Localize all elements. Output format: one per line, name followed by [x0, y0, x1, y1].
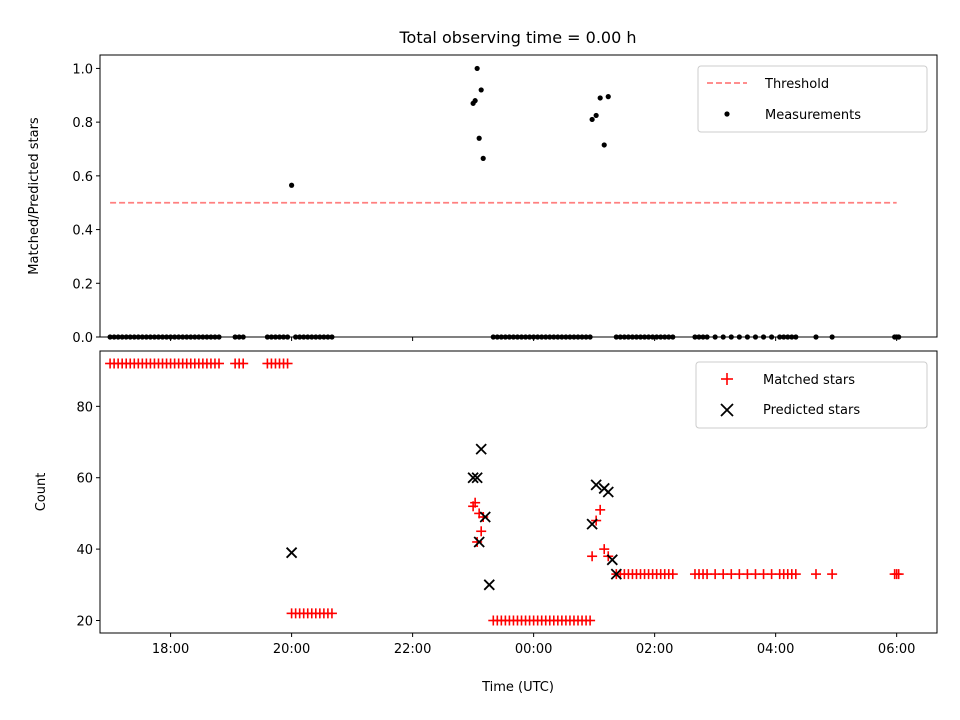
ratio-axes-frame [99, 54, 938, 338]
count-axes-frame [99, 350, 938, 634]
measurement-point [476, 135, 482, 141]
chart-title: Total observing time = 0.00 h [398, 28, 636, 47]
measurement-point [601, 142, 607, 148]
ratio-legend: Threshold Measurements [697, 65, 928, 133]
legend-predicted-label: Predicted stars [763, 403, 860, 418]
ratio-y-tick-label: 0.2 [72, 277, 93, 292]
count-y-label: Count [34, 473, 49, 512]
matched-star-point [595, 504, 606, 515]
x-tick-label: 04:00 [757, 642, 794, 657]
count-legend: Matched stars Predicted stars [695, 361, 928, 429]
measurement-point [478, 87, 484, 93]
measurement-point [480, 155, 486, 161]
measurement-point [289, 182, 295, 188]
matched-star-point [587, 551, 598, 562]
count-legend-box [695, 361, 928, 429]
legend-measurements-marker [724, 111, 730, 117]
legend-threshold-label: Threshold [764, 77, 829, 92]
matched-star-point [470, 497, 481, 508]
count-y-tick-label: 20 [76, 615, 93, 630]
count-plot-area [105, 358, 904, 626]
predicted-star-point [467, 472, 479, 484]
ratio-panel: 0.0 0.2 0.4 0.6 0.8 1.0 Matched/Predicted sta… [27, 54, 938, 346]
matched-star-point [585, 615, 596, 626]
matched-star-point [827, 569, 838, 580]
predicted-star-point [602, 486, 614, 498]
measurement-point [589, 116, 595, 123]
ratio-y-tick-label: 1.0 [72, 62, 93, 77]
x-tick-label: 00:00 [515, 642, 552, 657]
count-y-tick-label: 40 [76, 543, 93, 558]
matched-star-point [326, 608, 337, 619]
predicted-star-point [285, 547, 298, 559]
ratio-y-tick-label: 0.6 [72, 170, 93, 185]
x-tick-label: 02:00 [636, 642, 673, 657]
matched-star-point [790, 569, 801, 580]
legend-measurements-label: Measurements [765, 108, 861, 123]
measurement-point [474, 65, 480, 72]
predicted-star-point [606, 554, 618, 566]
ratio-y-tick-label: 0.4 [72, 224, 93, 239]
matched-star-point [893, 569, 904, 580]
measurement-point [593, 112, 599, 119]
predicted-star-point [586, 518, 598, 530]
measurement-point [472, 98, 478, 104]
matched-star-point [472, 536, 483, 547]
matched-star-point [667, 569, 678, 580]
legend-predicted-marker [720, 403, 734, 417]
predicted-star-point [610, 568, 622, 580]
predicted-star-point [483, 579, 495, 591]
count-panel: 20 40 60 80 18:00 20:00 22:00 00:00 02:00 04:00 06… [34, 350, 938, 695]
matched-star-point [599, 544, 610, 555]
x-tick-label: 22:00 [394, 642, 431, 657]
ratio-y-label: Matched/Predicted stars [27, 117, 42, 275]
count-y-tick-label: 80 [76, 400, 93, 415]
x-tick-label: 20:00 [273, 642, 310, 657]
matched-star-point [238, 358, 249, 369]
ratio-legend-box [697, 65, 928, 133]
measurement-point [605, 94, 611, 100]
legend-matched-marker [721, 373, 733, 385]
ratio-y-tick-label: 0.0 [72, 331, 93, 346]
predicted-star-point [473, 536, 485, 548]
matched-star-point [476, 526, 487, 537]
x-axis-label: Time (UTC) [481, 680, 554, 695]
predicted-star-point [475, 443, 487, 455]
matched-star-point [478, 511, 489, 522]
count-y-tick-label: 60 [76, 472, 93, 487]
predicted-star-point [590, 479, 602, 491]
legend-matched-label: Matched stars [763, 373, 855, 388]
matched-star-point [282, 358, 293, 369]
matched-star-point [810, 569, 821, 580]
ratio-y-axis: 0.0 0.2 0.4 0.6 0.8 1.0 [72, 62, 898, 346]
measurement-point [597, 95, 603, 101]
x-tick-label: 18:00 [152, 642, 189, 657]
count-axes: 20 40 60 80 18:00 20:00 22:00 00:00 02:00 04:00 06… [76, 400, 915, 657]
ratio-y-tick-label: 0.8 [72, 116, 93, 131]
predicted-star-point [471, 472, 483, 484]
matched-star-point [213, 358, 224, 369]
predicted-star-point [479, 511, 491, 523]
x-tick-label: 06:00 [878, 642, 915, 657]
